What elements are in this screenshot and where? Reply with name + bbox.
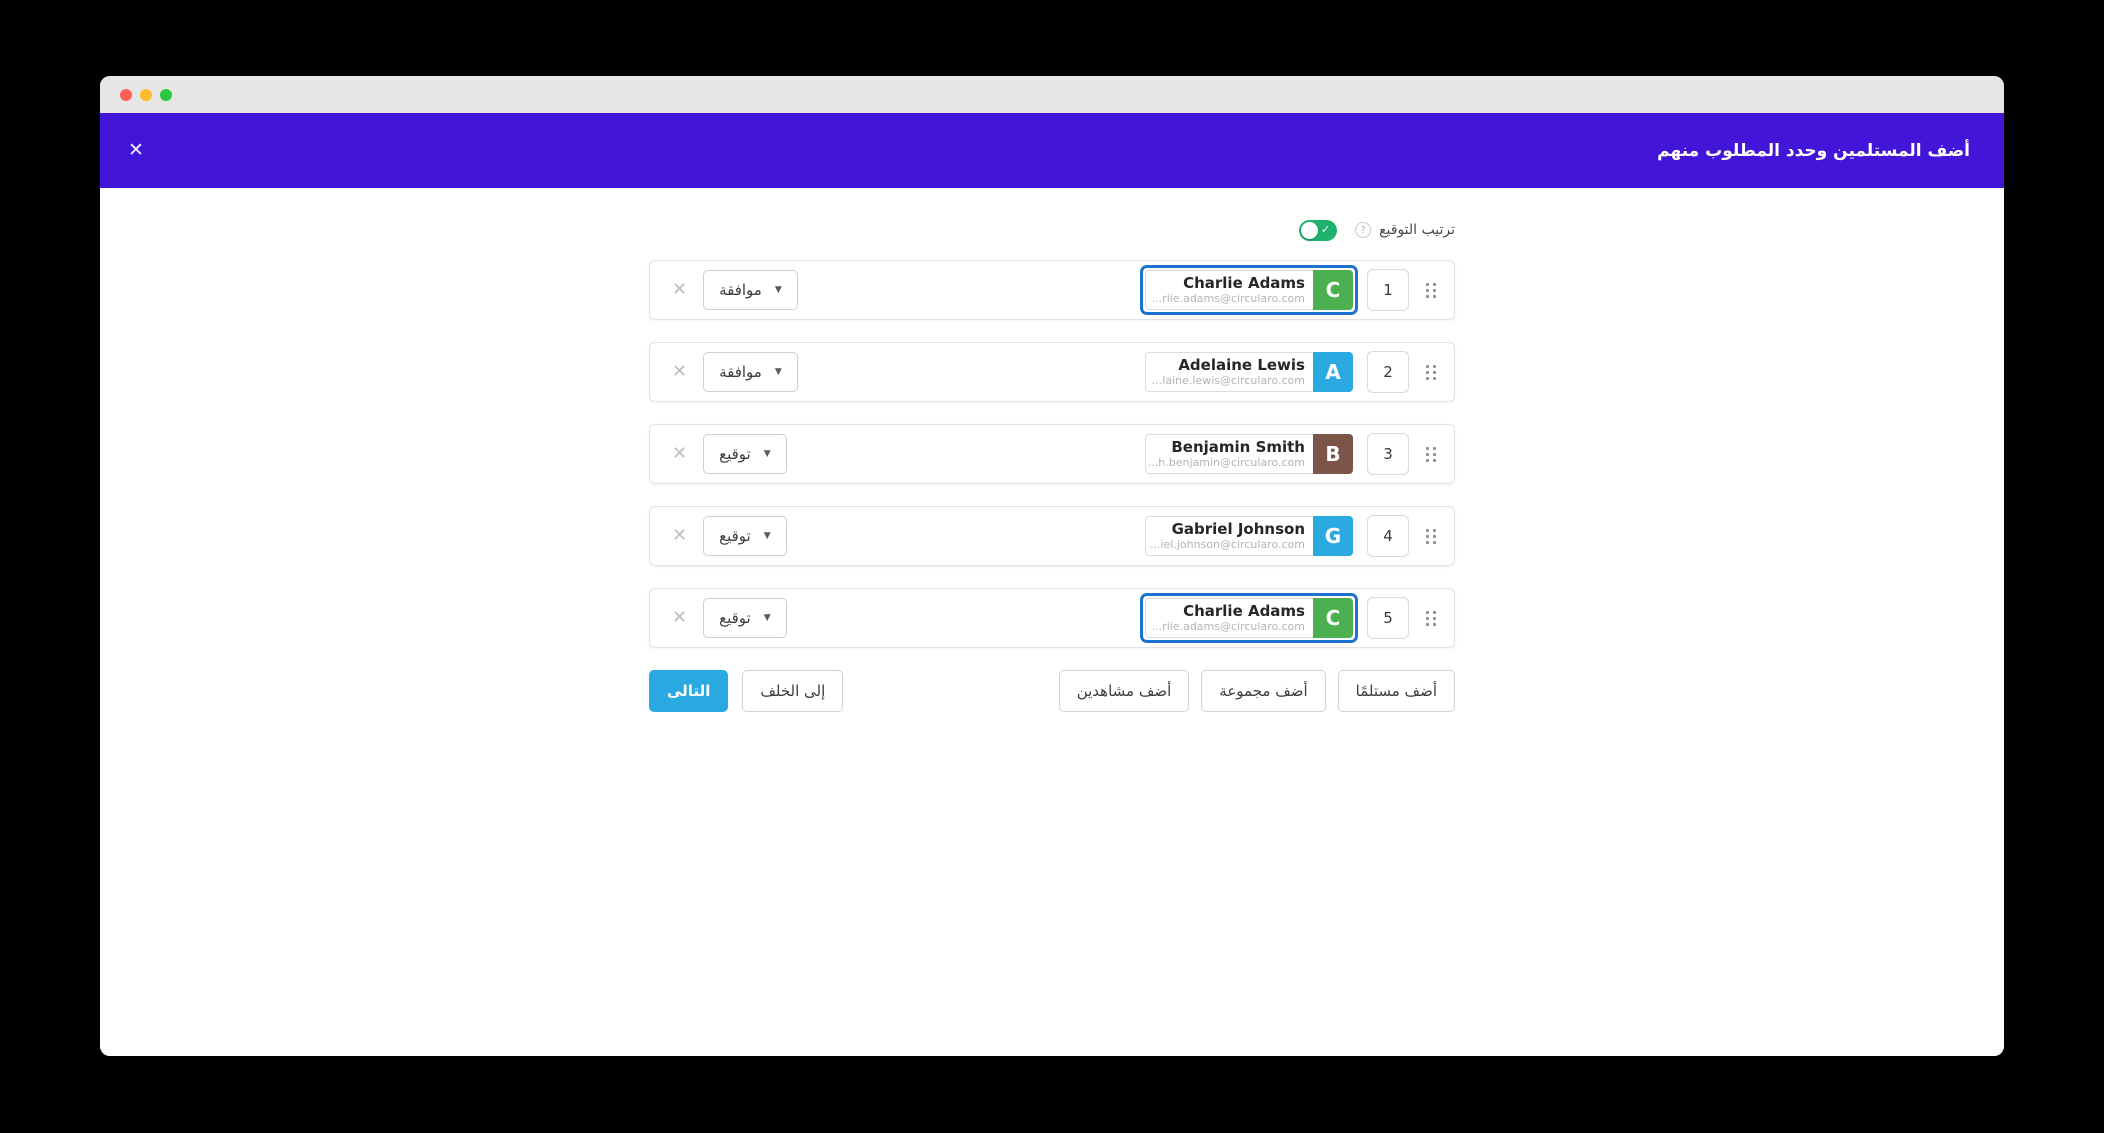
signing-order-label: ترتيب التوقيع [1379,222,1455,238]
drag-handle-icon[interactable] [1426,610,1436,626]
recipient-info: Charlie Adams ...rlie.adams@circularo.co… [1145,598,1313,638]
recipient-email: ...iel.johnson@circularo.com [1149,538,1305,551]
footer-actions: التالى إلى الخلف أضف مشاهدين أضف مجموعة … [649,670,1455,712]
zoom-window-button[interactable] [160,88,172,101]
recipient-name: Benjamin Smith [1171,438,1305,456]
chevron-down-icon: ▼ [774,367,782,377]
action-dropdown[interactable]: ▼ توقيع [703,516,787,556]
signing-order-row: ✓ ? ترتيب التوقيع [649,219,1455,241]
recipient-row: ✕ ▼ موافقة Adelaine Lewis ...laine.lewis… [649,342,1455,402]
action-dropdown[interactable]: ▼ موافقة [703,270,798,310]
add-group-button[interactable]: أضف مجموعة [1201,670,1326,712]
action-dropdown[interactable]: ▼ توقيع [703,598,787,638]
avatar: A [1313,352,1353,392]
recipient-info: Benjamin Smith ...h.benjamin@circularo.c… [1145,434,1313,474]
add-viewers-button[interactable]: أضف مشاهدين [1058,670,1190,712]
recipient-card[interactable]: Charlie Adams ...rlie.adams@circularo.co… [1140,593,1358,643]
remove-recipient-icon[interactable]: ✕ [672,361,688,382]
order-number-field[interactable]: 1 [1367,269,1409,311]
page-title: أضف المستلمين وحدد المطلوب منهم [1657,140,1970,161]
action-label: توقيع [719,527,751,545]
next-button[interactable]: التالى [649,670,729,712]
action-dropdown[interactable]: ▼ موافقة [703,352,798,392]
close-window-button[interactable] [120,88,132,101]
recipient-info: Adelaine Lewis ...laine.lewis@circularo.… [1145,352,1313,392]
avatar: C [1313,270,1353,310]
recipient-list: ✕ ▼ موافقة Charlie Adams ...rlie.adams@c… [649,260,1455,648]
remove-recipient-icon[interactable]: ✕ [672,443,688,464]
recipient-row: ✕ ▼ توقيع Benjamin Smith ...h.benjamin@c… [649,424,1455,484]
chevron-down-icon: ▼ [763,613,771,623]
recipient-email: ...rlie.adams@circularo.com [1151,292,1305,305]
order-number-field[interactable]: 4 [1367,515,1409,557]
chevron-down-icon: ▼ [763,449,771,459]
avatar: G [1313,516,1353,556]
dialog-body: ✓ ? ترتيب التوقيع ✕ ▼ موافقة Charlie Ada… [100,188,2004,1056]
recipient-name: Gabriel Johnson [1171,520,1305,538]
recipient-card[interactable]: Adelaine Lewis ...laine.lewis@circularo.… [1140,347,1358,397]
dialog-header: ✕ أضف المستلمين وحدد المطلوب منهم [100,113,2004,188]
recipient-row: ✕ ▼ توقيع Gabriel Johnson ...iel.johnson… [649,506,1455,566]
order-number-field[interactable]: 3 [1367,433,1409,475]
signing-order-toggle[interactable]: ✓ [1299,219,1338,241]
recipient-email: ...h.benjamin@circularo.com [1147,456,1305,469]
recipient-email: ...laine.lewis@circularo.com [1151,374,1305,387]
toggle-knob [1301,221,1319,239]
order-number-field[interactable]: 2 [1367,351,1409,393]
recipient-row: ✕ ▼ توقيع Charlie Adams ...rlie.adams@ci… [649,588,1455,648]
recipient-row: ✕ ▼ موافقة Charlie Adams ...rlie.adams@c… [649,260,1455,320]
action-label: توقيع [719,609,751,627]
avatar: B [1313,434,1353,474]
recipient-info: Charlie Adams ...rlie.adams@circularo.co… [1145,270,1313,310]
recipient-email: ...rlie.adams@circularo.com [1151,620,1305,633]
action-dropdown[interactable]: ▼ توقيع [703,434,787,474]
recipient-card[interactable]: Benjamin Smith ...h.benjamin@circularo.c… [1140,429,1358,479]
recipient-card[interactable]: Gabriel Johnson ...iel.johnson@circularo… [1140,511,1358,561]
recipient-name: Charlie Adams [1183,274,1305,292]
order-number-field[interactable]: 5 [1367,597,1409,639]
app-window: ✕ أضف المستلمين وحدد المطلوب منهم ✓ ? تر… [100,76,2004,1056]
action-label: موافقة [719,363,762,381]
recipient-name: Adelaine Lewis [1178,356,1305,374]
drag-handle-icon[interactable] [1426,528,1436,544]
help-icon[interactable]: ? [1355,222,1372,238]
action-label: توقيع [719,445,751,463]
avatar: C [1313,598,1353,638]
mac-titlebar [100,76,2004,113]
chevron-down-icon: ▼ [763,531,771,541]
add-recipient-button[interactable]: أضف مستلمًا [1337,670,1455,712]
drag-handle-icon[interactable] [1426,364,1436,380]
minimize-window-button[interactable] [140,88,152,101]
remove-recipient-icon[interactable]: ✕ [672,279,688,300]
chevron-down-icon: ▼ [774,285,782,295]
drag-handle-icon[interactable] [1426,282,1436,298]
recipient-info: Gabriel Johnson ...iel.johnson@circularo… [1145,516,1313,556]
close-dialog-icon[interactable]: ✕ [128,139,144,161]
action-label: موافقة [719,281,762,299]
back-button[interactable]: إلى الخلف [742,670,844,712]
remove-recipient-icon[interactable]: ✕ [672,607,688,628]
remove-recipient-icon[interactable]: ✕ [672,525,688,546]
recipient-name: Charlie Adams [1183,602,1305,620]
check-icon: ✓ [1320,222,1331,236]
recipient-card[interactable]: Charlie Adams ...rlie.adams@circularo.co… [1140,265,1358,315]
drag-handle-icon[interactable] [1426,446,1436,462]
